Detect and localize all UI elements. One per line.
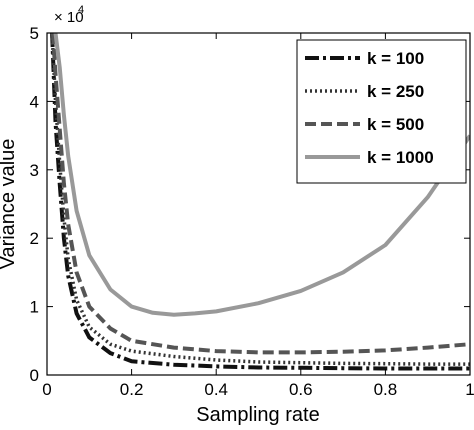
x-tick-label: 0.4 bbox=[204, 380, 228, 399]
y-multiplier-base: × 10 bbox=[54, 9, 84, 26]
ticks-layer: 0 0.2 0.4 0.6 0.8 1 0 1 2 3 4 5 bbox=[30, 24, 474, 399]
y-tick-label: 3 bbox=[30, 161, 39, 180]
legend-box bbox=[296, 39, 467, 184]
y-tick-label: 0 bbox=[30, 366, 39, 385]
legend-label: k = 250 bbox=[367, 82, 424, 101]
x-axis-label: Sampling rate bbox=[196, 404, 319, 426]
series-line-k100 bbox=[50, 33, 470, 371]
y-axis-label: Variance value bbox=[0, 139, 19, 270]
x-tick-label: 0.2 bbox=[120, 380, 144, 399]
x-tick-label: 1 bbox=[465, 380, 474, 399]
series-line-k500 bbox=[50, 33, 470, 355]
x-tick-label: 0 bbox=[42, 380, 51, 399]
legend-label: k = 100 bbox=[367, 49, 424, 68]
series-line-k250 bbox=[50, 33, 470, 366]
legend-items: k = 100 k = 250 k = 500 k = 1000 bbox=[305, 49, 434, 167]
legend-label: k = 1000 bbox=[367, 148, 434, 167]
y-tick-label: 4 bbox=[30, 92, 39, 111]
series-layer bbox=[50, 33, 470, 371]
x-tick-label: 0.6 bbox=[289, 380, 313, 399]
y-tick-label: 1 bbox=[30, 298, 39, 317]
series-line-k1000 bbox=[53, 33, 470, 317]
plot-frame bbox=[46, 32, 471, 376]
y-multiplier-exponent: 4 bbox=[78, 4, 84, 16]
y-tick-label: 5 bbox=[30, 24, 39, 43]
x-tick-label: 0.8 bbox=[374, 380, 398, 399]
legend-label: k = 500 bbox=[367, 115, 424, 134]
legend: k = 100 k = 250 k = 500 k = 1000 bbox=[296, 39, 467, 184]
y-tick-label: 2 bbox=[30, 229, 39, 248]
